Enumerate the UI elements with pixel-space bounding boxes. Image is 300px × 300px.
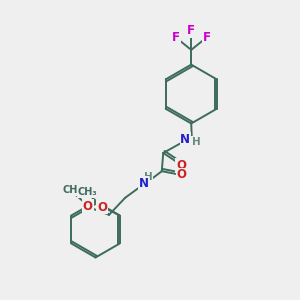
- Text: F: F: [187, 24, 195, 37]
- Text: H: H: [192, 137, 201, 147]
- Text: N: N: [180, 133, 190, 146]
- Text: F: F: [202, 31, 211, 44]
- Text: O: O: [83, 200, 93, 213]
- Text: H: H: [144, 172, 152, 182]
- Text: CH₃: CH₃: [78, 187, 97, 197]
- Text: O: O: [97, 201, 107, 214]
- Text: O: O: [176, 168, 187, 181]
- Text: O: O: [176, 159, 186, 172]
- Text: CH₃: CH₃: [63, 185, 82, 195]
- Text: F: F: [172, 31, 180, 44]
- Text: N: N: [139, 177, 148, 190]
